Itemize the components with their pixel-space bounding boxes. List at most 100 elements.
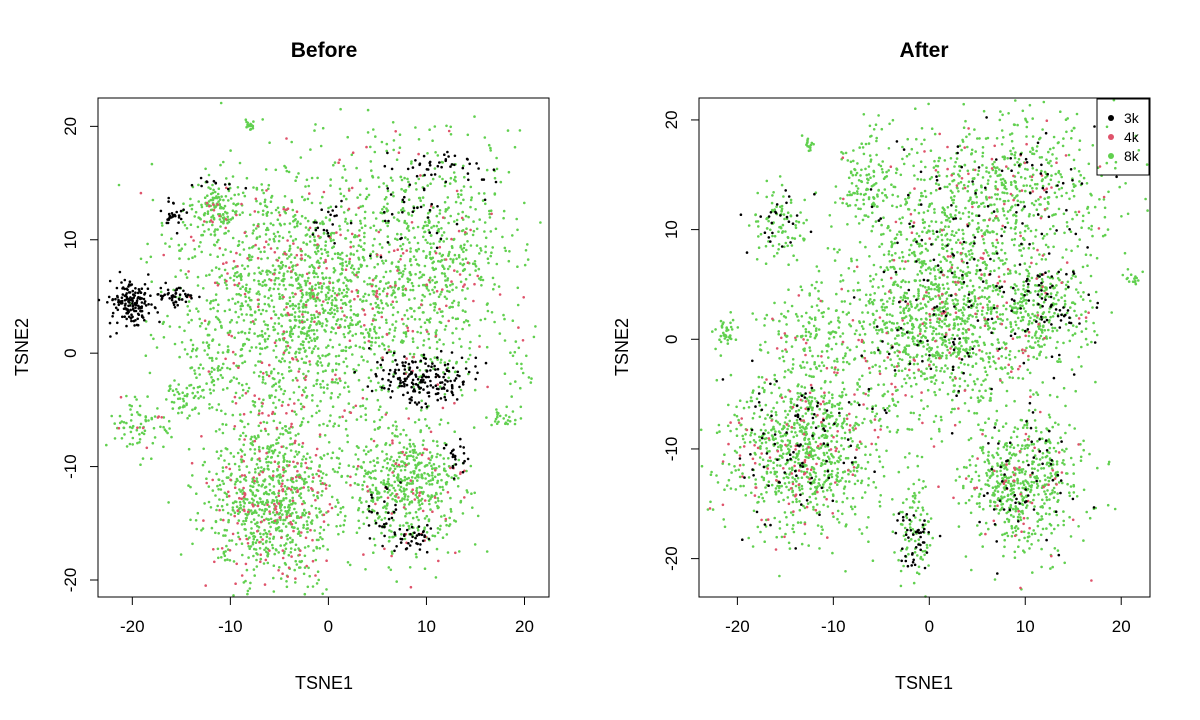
point-3k [422, 154, 426, 158]
point-8k [302, 523, 306, 527]
point-8k [331, 468, 335, 471]
y-tick-label: -10 [61, 454, 80, 479]
point-4k [288, 514, 291, 518]
point-8k [279, 387, 283, 391]
point-4k [356, 295, 360, 298]
point-8k [489, 254, 493, 258]
point-8k [249, 545, 253, 548]
point-3k [439, 381, 442, 385]
point-3k [429, 379, 432, 383]
point-8k [283, 222, 286, 226]
point-8k [255, 552, 258, 555]
point-8k [985, 373, 989, 377]
point-8k [391, 497, 394, 501]
point-8k [248, 471, 251, 474]
point-8k [293, 225, 297, 229]
point-8k [223, 309, 227, 313]
point-8k [359, 415, 363, 418]
point-3k [389, 193, 393, 196]
point-8k [373, 325, 376, 329]
points-layer [699, 98, 1149, 598]
point-4k [473, 282, 476, 286]
point-8k [336, 498, 339, 502]
point-4k [300, 393, 304, 397]
point-4k [376, 253, 379, 257]
point-4k [311, 559, 315, 563]
point-8k [424, 477, 427, 480]
point-8k [371, 174, 374, 178]
point-8k [391, 492, 394, 495]
point-8k [432, 268, 436, 272]
point-8k [365, 397, 369, 401]
point-8k [402, 322, 405, 326]
point-3k [111, 315, 114, 318]
point-8k [257, 374, 261, 378]
point-8k [449, 284, 452, 287]
point-4k [276, 259, 280, 262]
point-8k [340, 298, 343, 302]
point-8k [227, 518, 230, 522]
point-8k [444, 208, 448, 211]
point-4k [292, 460, 295, 464]
point-8k [205, 382, 208, 385]
point-8k [436, 479, 440, 483]
point-8k [355, 271, 359, 274]
point-3k [376, 511, 379, 515]
point-8k [385, 507, 388, 510]
point-8k [316, 293, 319, 297]
point-4k [389, 285, 392, 288]
point-4k [256, 504, 260, 508]
point-8k [413, 318, 417, 321]
point-8k [441, 536, 445, 539]
point-8k [201, 233, 205, 237]
point-3k [402, 372, 406, 375]
point-8k [215, 472, 218, 476]
point-4k [338, 377, 341, 380]
point-8k [441, 315, 445, 318]
point-8k [243, 522, 246, 526]
point-3k [445, 368, 449, 371]
point-8k [401, 207, 405, 210]
point-8k [210, 366, 214, 370]
point-8k [509, 382, 512, 386]
point-8k [187, 447, 191, 451]
point-8k [252, 518, 256, 521]
point-8k [320, 476, 324, 480]
point-8k [258, 547, 262, 550]
point-8k [258, 235, 262, 238]
point-8k [297, 325, 301, 329]
point-8k [403, 497, 406, 501]
point-3k [392, 510, 396, 514]
point-8k [223, 558, 227, 562]
point-8k [498, 332, 502, 335]
point-8k [326, 254, 330, 257]
point-8k [392, 194, 395, 198]
point-4k [406, 329, 410, 333]
point-8k [220, 504, 224, 508]
point-8k [237, 315, 240, 319]
point-8k [475, 244, 479, 247]
point-8k [442, 240, 446, 243]
point-8k [439, 361, 442, 364]
point-8k [206, 353, 209, 356]
point-8k [409, 471, 413, 474]
point-8k [363, 280, 366, 283]
point-8k [240, 383, 244, 387]
point-8k [233, 483, 237, 486]
point-8k [367, 193, 371, 197]
point-4k [243, 492, 246, 495]
point-8k [193, 215, 196, 218]
point-4k [281, 474, 285, 478]
point-8k [179, 249, 182, 252]
point-3k [116, 308, 120, 312]
point-8k [264, 340, 267, 343]
point-8k [362, 460, 366, 464]
point-8k [367, 376, 371, 380]
point-8k [393, 489, 397, 492]
point-8k [367, 293, 371, 297]
point-8k [414, 463, 417, 467]
point-8k [269, 461, 273, 464]
chart-title: Before [291, 39, 358, 62]
point-8k [257, 210, 260, 214]
point-8k [479, 278, 483, 282]
